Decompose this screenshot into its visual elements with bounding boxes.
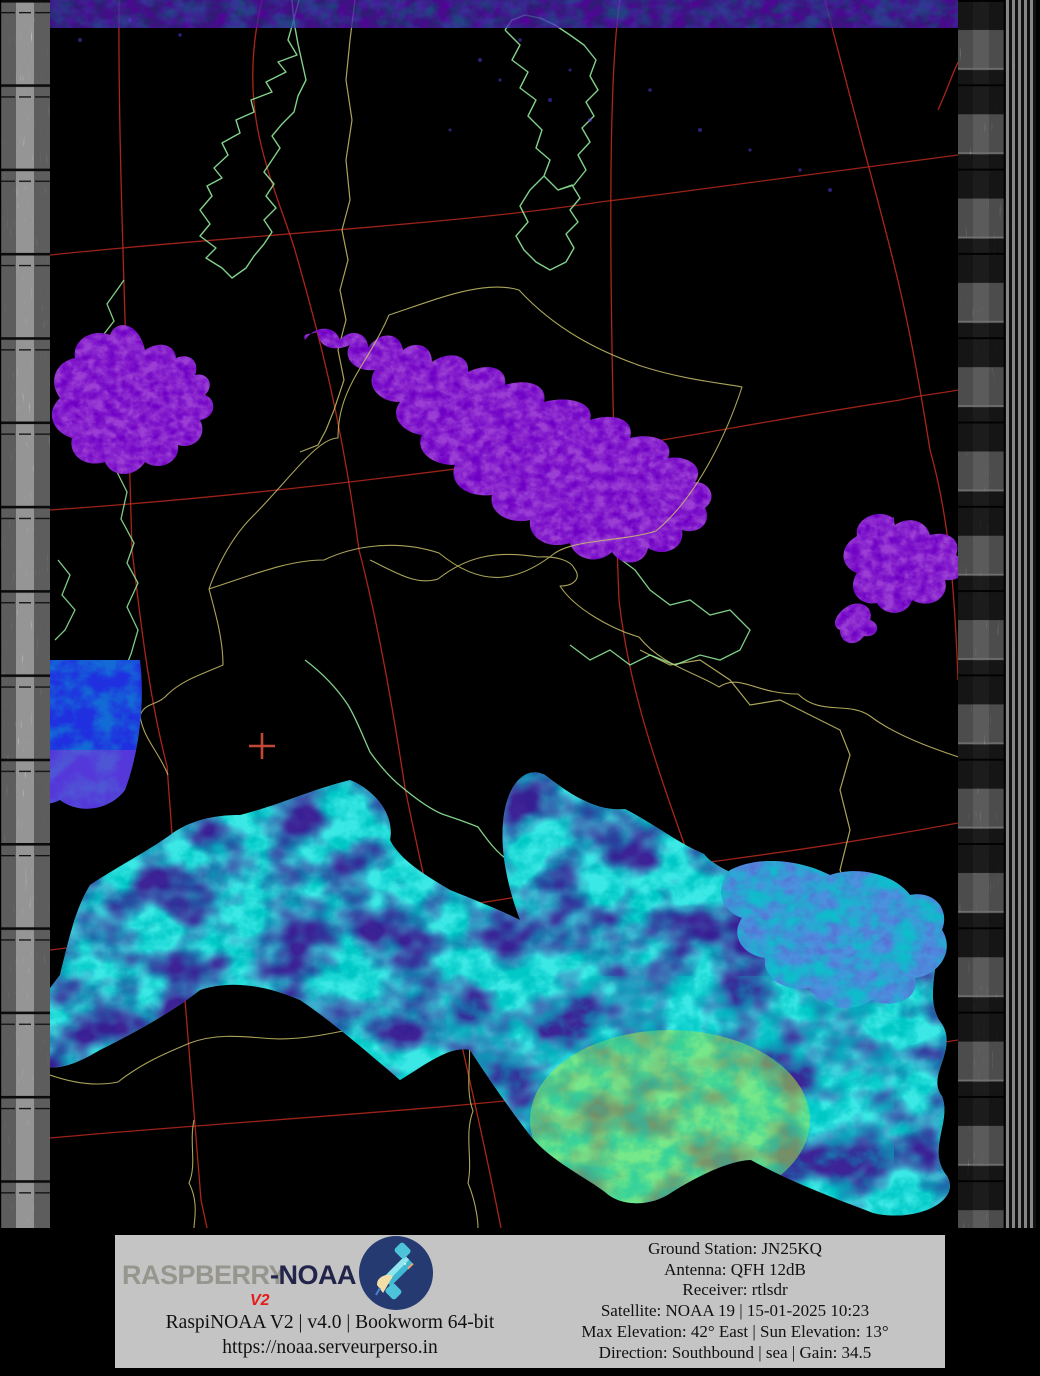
svg-text:RASPBERRY: RASPBERRY [122, 1260, 287, 1290]
svg-text:-NOAA: -NOAA [270, 1260, 356, 1290]
svg-text:V2: V2 [250, 1292, 270, 1309]
